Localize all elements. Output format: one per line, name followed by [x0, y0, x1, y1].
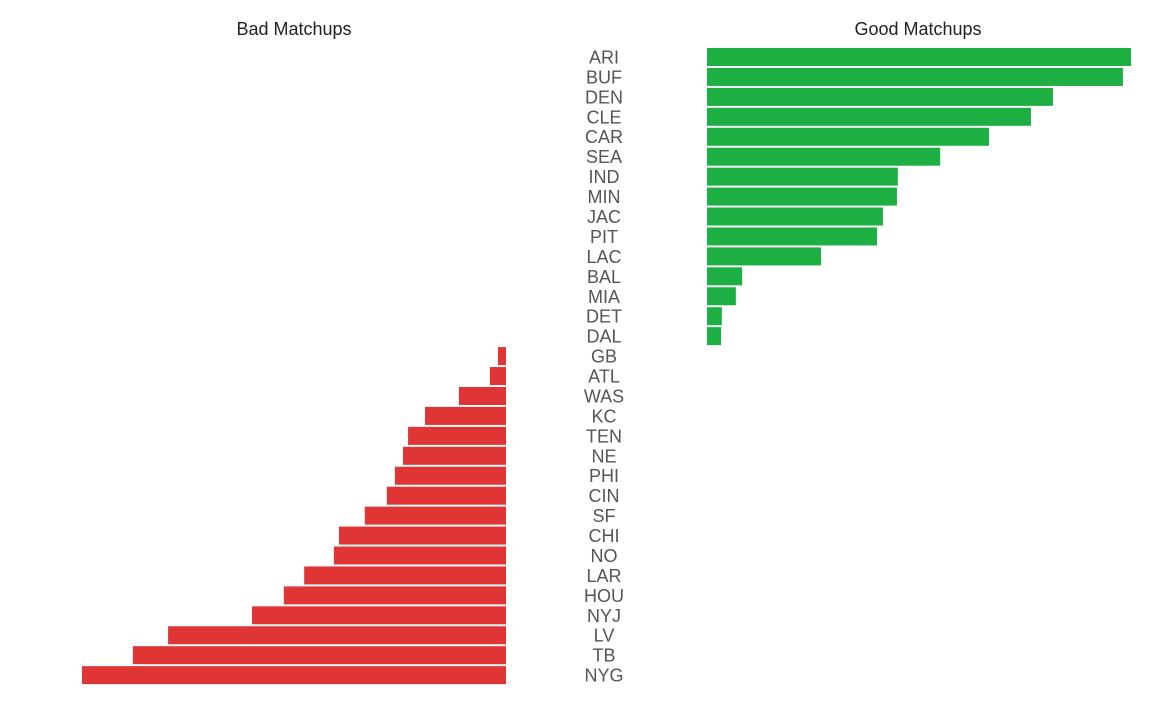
team-label-ten: TEN — [586, 426, 622, 446]
good-bar-det — [707, 307, 722, 326]
team-label-ind: IND — [589, 167, 620, 187]
good-bar-den — [707, 87, 1053, 106]
good-bar-sea — [707, 147, 941, 166]
bad-bar-ne — [402, 446, 506, 465]
team-label-sf: SF — [592, 506, 615, 526]
team-label-ari: ARI — [589, 47, 619, 67]
team-label-chi: CHI — [589, 526, 620, 546]
team-label-sea: SEA — [586, 147, 622, 167]
team-label-lar: LAR — [586, 566, 621, 586]
good-bar-mia — [707, 287, 736, 306]
team-label-nyg: NYG — [584, 666, 623, 686]
team-label-mia: MIA — [588, 287, 620, 307]
good-bar-jac — [707, 207, 883, 226]
good-bar-dal — [707, 327, 721, 346]
team-label-cle: CLE — [586, 107, 621, 127]
good-bar-ari — [707, 48, 1131, 66]
good-bar-ind — [707, 167, 898, 186]
bad-bar-nyj — [252, 606, 506, 625]
team-label-den: DEN — [585, 87, 623, 107]
bad-bar-tb — [132, 646, 506, 665]
good-matchups-title: Good Matchups — [854, 19, 981, 39]
bad-bar-lar — [304, 566, 506, 585]
bad-bar-phi — [394, 466, 506, 485]
bad-bar-sf — [364, 506, 506, 525]
team-label-car: CAR — [585, 127, 623, 147]
team-label-was: WAS — [584, 386, 624, 406]
bad-bar-kc — [425, 406, 506, 425]
good-bar-bal — [707, 267, 743, 286]
team-label-atl: ATL — [588, 367, 620, 387]
good-bar-min — [707, 187, 897, 206]
team-label-tb: TB — [592, 646, 615, 666]
bad-bar-no — [333, 546, 506, 565]
team-label-no: NO — [591, 546, 618, 566]
bad-bar-hou — [283, 586, 506, 605]
team-label-lv: LV — [594, 626, 615, 646]
bad-bar-was — [458, 386, 506, 405]
team-label-min: MIN — [588, 187, 621, 207]
good-bar-cle — [707, 107, 1031, 126]
team-label-dal: DAL — [586, 327, 621, 347]
bars-group — [82, 48, 1131, 685]
bad-matchups-title: Bad Matchups — [236, 19, 351, 39]
team-label-pit: PIT — [590, 227, 618, 247]
bad-bar-nyg — [82, 666, 506, 685]
team-label-jac: JAC — [587, 207, 621, 227]
good-bar-pit — [707, 227, 878, 246]
team-label-buf: BUF — [586, 67, 622, 87]
team-label-lac: LAC — [586, 247, 621, 267]
good-bar-car — [707, 127, 989, 146]
bad-bar-ten — [408, 426, 506, 445]
bad-bar-gb — [497, 347, 506, 366]
bad-bar-atl — [489, 367, 506, 386]
bad-bar-lv — [168, 626, 506, 645]
team-label-nyj: NYJ — [587, 606, 621, 626]
team-label-phi: PHI — [589, 466, 619, 486]
team-label-det: DET — [586, 307, 622, 327]
team-label-hou: HOU — [584, 586, 624, 606]
bad-bar-chi — [338, 526, 506, 545]
bad-bar-cin — [386, 486, 506, 505]
good-bar-buf — [707, 67, 1123, 86]
good-bar-lac — [707, 247, 822, 266]
team-label-kc: KC — [591, 406, 616, 426]
team-label-bal: BAL — [587, 267, 621, 287]
team-labels-group: ARIBUFDENCLECARSEAINDMINJACPITLACBALMIAD… — [584, 47, 624, 685]
team-label-cin: CIN — [589, 486, 620, 506]
team-label-ne: NE — [591, 446, 616, 466]
team-label-gb: GB — [591, 347, 617, 367]
